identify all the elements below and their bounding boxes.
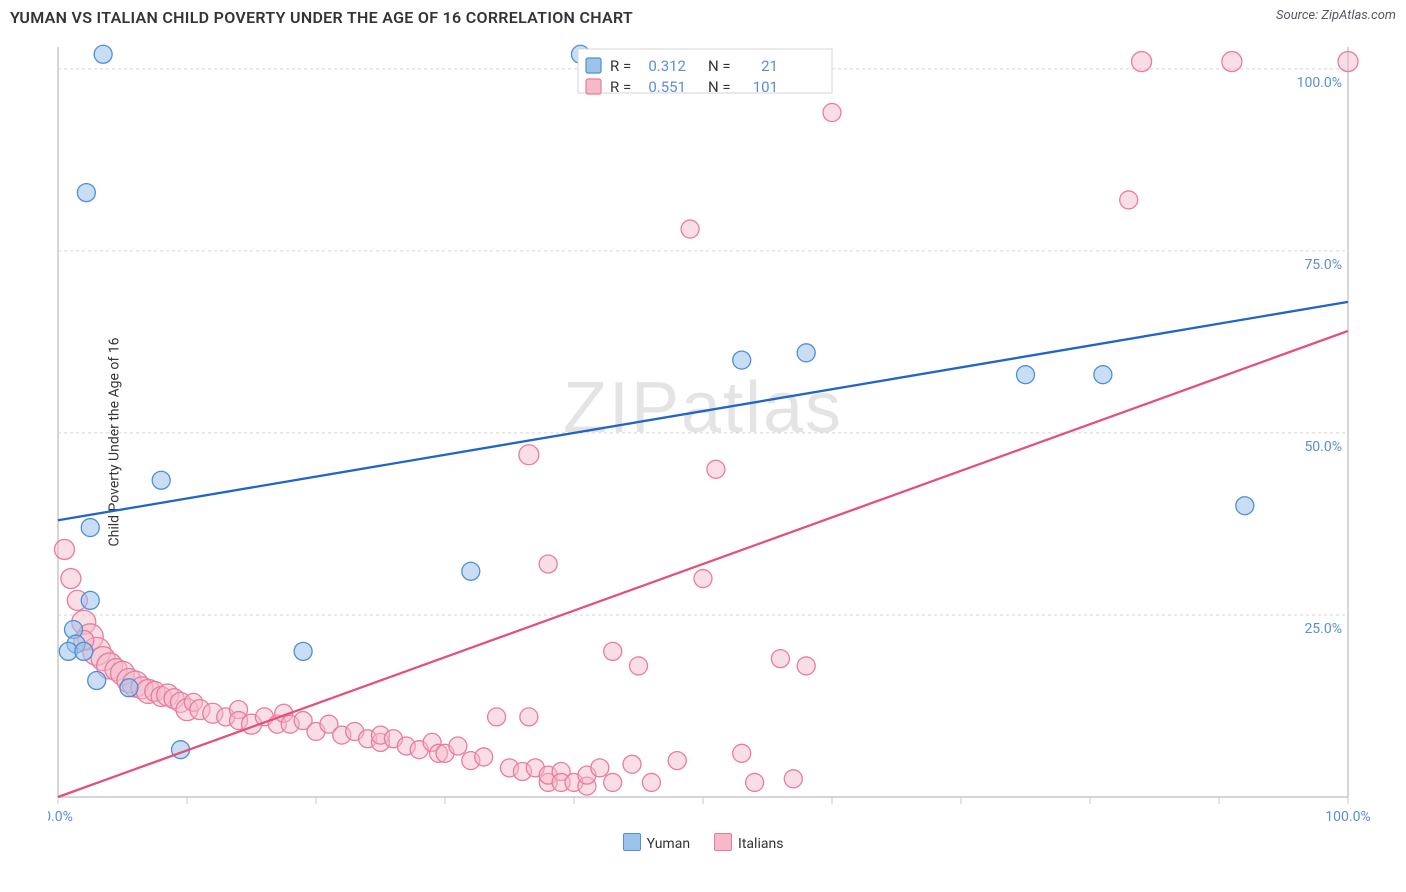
data-point [520,708,538,726]
y-tick-label: 50.0% [1304,439,1342,455]
legend-swatch [586,58,601,73]
data-point [642,773,660,791]
data-point [771,650,789,668]
data-point [630,657,648,675]
data-point [733,744,751,762]
legend-n-value: 21 [761,57,778,75]
y-tick-label: 75.0% [1304,257,1342,273]
data-point [120,679,138,697]
legend-n-value: 101 [753,78,778,96]
legend-r-label: R = [610,57,631,75]
legend-r-label: R = [610,78,631,96]
data-point [784,770,802,788]
data-point [604,642,622,660]
scatter-chart-svg: 25.0% 50.0% 75.0% 100.0% 0.0% 100.0% ZIPatlas R… [48,27,1388,827]
data-point [1222,52,1242,72]
data-point [462,562,480,580]
data-point [1094,366,1112,384]
data-point [668,752,686,770]
data-point [152,471,170,489]
source-citation: Source: ZipAtlas.com [1276,8,1396,23]
legend-item: Italians [714,833,783,852]
data-point [449,737,467,755]
data-point [475,748,493,766]
data-point [746,773,764,791]
data-point [488,708,506,726]
data-point [81,591,99,609]
data-point [1120,191,1138,209]
data-point [88,671,106,689]
data-point [1338,52,1358,72]
data-point [797,657,815,675]
chart-title: YUMAN VS ITALIAN CHILD POVERTY UNDER THE… [10,8,633,27]
data-point [797,344,815,362]
legend-r-value: 0.312 [648,57,686,75]
data-point [539,555,557,573]
data-point [623,755,641,773]
regression-line [58,302,1348,520]
legend-n-label: N = [708,78,731,96]
data-point [681,220,699,238]
data-point [707,460,725,478]
data-point [1132,52,1152,72]
legend-r-value: 0.551 [648,78,686,96]
data-point [77,184,95,202]
legend-item: Yuman [623,833,690,852]
legend-swatch [714,833,732,851]
data-point [81,519,99,537]
chart-header: YUMAN VS ITALIAN CHILD POVERTY UNDER THE… [0,0,1406,27]
data-point [1236,497,1254,515]
watermark: ZIPatlas [563,368,843,448]
data-point [1017,366,1035,384]
legend-swatch [586,79,601,94]
data-point [75,642,93,660]
data-point [519,445,539,465]
legend-label: Yuman [647,836,690,852]
plot-area: Child Poverty Under the Age of 16 25.0%5… [0,27,1406,857]
x-tick-label: 100.0% [1325,809,1370,825]
data-point [694,570,712,588]
legend-label: Italians [738,836,783,852]
data-point [94,45,112,63]
x-tick-label: 0.0% [48,809,73,825]
data-point [604,773,622,791]
data-point [733,351,751,369]
y-tick-label: 25.0% [1304,621,1342,637]
data-point [591,759,609,777]
y-tick-label: 100.0% [1297,75,1342,91]
data-point [61,569,81,589]
data-point [54,539,74,559]
data-point [823,104,841,122]
legend-n-label: N = [708,57,731,75]
legend-swatch [623,833,641,851]
bottom-legend: Yuman Italians [0,827,1406,857]
data-point [294,642,312,660]
